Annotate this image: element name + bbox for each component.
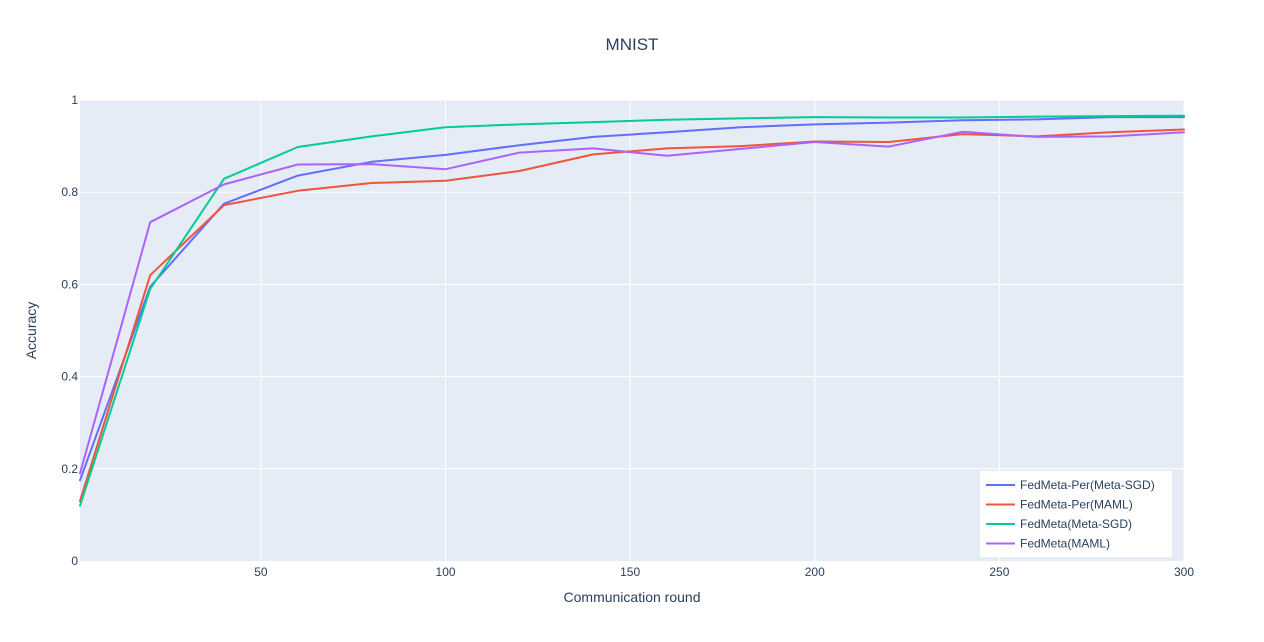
legend-item[interactable]: FedMeta(MAML) — [986, 537, 1110, 551]
x-tick-label: 150 — [620, 565, 640, 579]
legend-item[interactable]: FedMeta(Meta-SGD) — [986, 517, 1132, 531]
legend-item[interactable]: FedMeta-Per(MAML) — [986, 498, 1133, 512]
legend[interactable]: FedMeta-Per(Meta-SGD) FedMeta-Per(MAML) Fe… — [980, 471, 1172, 557]
y-tick-label: 0.4 — [61, 370, 78, 384]
x-tick-label: 300 — [1174, 565, 1194, 579]
y-tick-label: 0.6 — [61, 277, 78, 291]
x-tick-label: 100 — [436, 565, 456, 579]
x-axis-title: Communication round — [564, 589, 701, 605]
y-axis-title: Accuracy — [23, 302, 39, 360]
x-tick-label: 50 — [254, 565, 268, 579]
series-line-4 — [79, 130, 1185, 475]
legend-label: FedMeta-Per(MAML) — [1020, 498, 1133, 512]
series-line-1 — [79, 116, 1185, 482]
series-line-3 — [79, 114, 1185, 507]
legend-label: FedMeta(MAML) — [1020, 537, 1110, 551]
legend-item[interactable]: FedMeta-Per(Meta-SGD) — [986, 478, 1155, 492]
x-tick-label: 250 — [989, 565, 1009, 579]
x-tick-label: 200 — [805, 565, 825, 579]
chart-title: MNIST — [606, 35, 659, 54]
y-tick-label: 1 — [71, 93, 78, 107]
legend-label: FedMeta(Meta-SGD) — [1020, 517, 1132, 531]
series-lines — [79, 114, 1185, 507]
y-tick-label: 0 — [71, 554, 78, 568]
y-tick-label: 0.2 — [61, 462, 78, 476]
axis-ticks: 50 100 150 200 250 300 0 0.2 0.4 0.6 0.8 1 — [61, 93, 1194, 579]
y-tick-label: 0.8 — [61, 185, 78, 199]
legend-label: FedMeta-Per(Meta-SGD) — [1020, 478, 1155, 492]
grid-lines — [80, 99, 1185, 561]
